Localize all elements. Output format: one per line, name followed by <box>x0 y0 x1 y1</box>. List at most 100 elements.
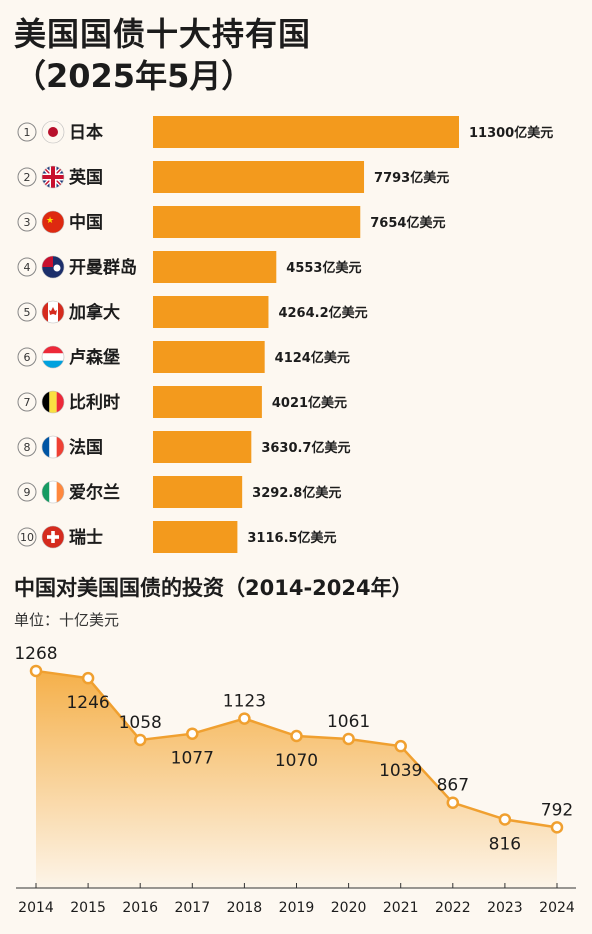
data-label: 1268 <box>14 644 57 664</box>
bar <box>153 476 243 508</box>
page-subtitle: （2025年5月） <box>14 57 254 95</box>
rank-circle <box>17 122 37 142</box>
country-label: 开曼群岛 <box>69 257 137 278</box>
section-title: 中国对美国国债的投资（2014-2024年） <box>14 576 413 600</box>
rank-label: 1 <box>24 126 31 139</box>
value-label: 4124亿美元 <box>275 350 350 366</box>
rank-label: 10 <box>20 531 34 544</box>
data-label: 1058 <box>119 713 162 733</box>
x-tick-label: 2023 <box>487 900 523 916</box>
x-tick-label: 2018 <box>227 900 263 916</box>
rank-circle <box>17 257 37 277</box>
rank-label: 4 <box>24 261 31 274</box>
unit-label: 单位：十亿美元 <box>14 611 120 629</box>
japan-flag-icon <box>48 127 58 137</box>
bar-row-5: 5 加拿大 4264.2亿美元 <box>17 296 368 328</box>
bar-row-4: 4 开曼群岛 4553亿美元 <box>17 251 361 283</box>
x-tick-label: 2015 <box>70 900 106 916</box>
x-tick-label: 2022 <box>435 900 471 916</box>
country-label: 爱尔兰 <box>69 482 120 503</box>
rank-circle <box>17 167 37 187</box>
page-title: 美国国债十大持有国 <box>14 15 312 53</box>
value-label: 4264.2亿美元 <box>278 305 367 321</box>
data-label: 1246 <box>66 693 109 713</box>
data-label: 1123 <box>223 692 266 712</box>
bar <box>153 341 265 373</box>
bar-row-1: 1 日本 11300亿美元 <box>17 116 553 148</box>
data-point <box>342 732 355 746</box>
bar <box>153 116 459 148</box>
bar <box>153 431 252 463</box>
bar-row-8: 8 法国 3630.7亿美元 <box>17 431 350 463</box>
bar <box>153 521 238 553</box>
country-label: 英国 <box>69 167 103 188</box>
value-label: 3292.8亿美元 <box>252 485 341 501</box>
country-label: 瑞士 <box>69 527 103 548</box>
bar <box>153 206 361 238</box>
belgium-flag-icon <box>42 391 64 413</box>
data-label: 792 <box>541 800 573 820</box>
rank-label: 5 <box>24 306 31 319</box>
bar <box>153 251 277 283</box>
data-point <box>133 733 147 747</box>
data-point <box>81 671 95 685</box>
x-tick-label: 2014 <box>18 900 54 916</box>
luxembourg-flag-icon <box>42 346 64 368</box>
bar-row-10: 10 瑞士 3116.5亿美元 <box>17 521 337 553</box>
rank-label: 6 <box>24 351 31 364</box>
ireland-flag-icon <box>42 481 64 503</box>
rank-circle <box>17 527 37 547</box>
data-label: 1039 <box>379 761 422 781</box>
value-label: 4021亿美元 <box>272 395 347 411</box>
switzerland-flag-icon <box>42 526 64 548</box>
investment-area-chart: 1268 2014 1246 2015 1058 2016 1077 2017 1123 2018… <box>14 644 576 916</box>
value-label: 11300亿美元 <box>469 125 553 141</box>
data-point <box>498 813 512 826</box>
data-point <box>238 712 251 725</box>
x-tick-label: 2020 <box>331 900 367 916</box>
rank-label: 3 <box>24 216 31 229</box>
rank-circle <box>17 212 37 232</box>
data-label: 1077 <box>171 749 214 769</box>
data-point <box>290 729 303 743</box>
data-point <box>394 739 407 753</box>
rank-label: 7 <box>24 396 31 409</box>
rank-circle <box>17 482 37 502</box>
data-label: 1070 <box>275 751 318 771</box>
value-label: 7654亿美元 <box>370 215 445 231</box>
x-tick-label: 2021 <box>383 900 419 916</box>
bar-row-9: 9 爱尔兰 3292.8亿美元 <box>17 476 341 508</box>
rank-circle <box>17 392 37 412</box>
data-label: 816 <box>489 834 521 854</box>
value-label: 4553亿美元 <box>286 260 361 276</box>
country-label: 比利时 <box>69 392 120 413</box>
x-tick-label: 2019 <box>279 900 315 916</box>
country-label: 卢森堡 <box>69 347 120 368</box>
bar-row-7: 7 比利时 4021亿美元 <box>17 386 347 418</box>
x-tick-label: 2017 <box>174 900 210 916</box>
rank-circle <box>17 347 37 367</box>
value-label: 3116.5亿美元 <box>247 530 336 546</box>
rank-label: 2 <box>24 171 31 184</box>
country-label: 法国 <box>69 437 103 458</box>
china-flag-icon: ★ <box>42 211 64 233</box>
data-label: 1061 <box>327 712 370 732</box>
country-label: 中国 <box>69 212 103 233</box>
bar <box>153 161 365 193</box>
data-point <box>446 796 460 809</box>
cayman-flag-icon <box>42 256 64 278</box>
value-label: 3630.7亿美元 <box>261 440 350 456</box>
uk-flag-icon <box>42 166 64 188</box>
data-point <box>550 821 564 834</box>
data-label: 867 <box>437 776 469 796</box>
country-label: 加拿大 <box>68 302 120 323</box>
bar-row-6: 6 卢森堡 4124亿美元 <box>17 341 350 373</box>
svg-text:★: ★ <box>46 216 54 226</box>
bar <box>153 296 269 328</box>
canada-flag-icon <box>42 301 64 323</box>
value-label: 7793亿美元 <box>374 170 449 186</box>
france-flag-icon <box>42 436 64 458</box>
x-tick-label: 2016 <box>122 900 158 916</box>
bar <box>153 386 262 418</box>
x-tick-label: 2024 <box>539 900 575 916</box>
